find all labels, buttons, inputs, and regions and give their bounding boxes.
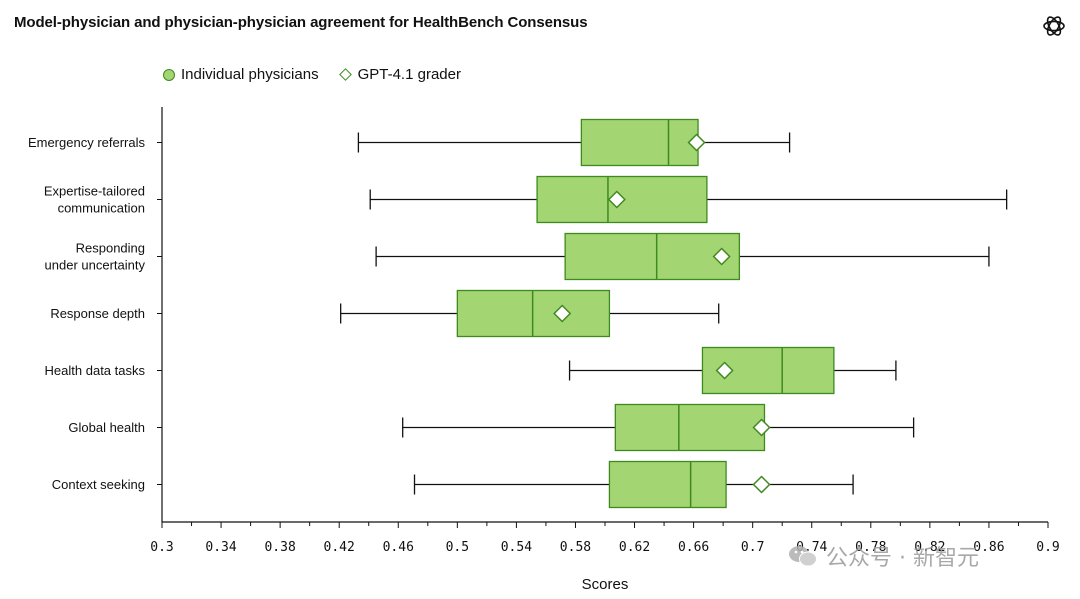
category-label: Health data tasks [45,363,146,378]
iqr-box [614,403,766,452]
x-tick-label: 0.3 [150,540,173,555]
x-tick-label: 0.46 [383,540,414,555]
category-label-line: Responding [76,241,145,256]
x-axis-title: Scores [582,576,629,593]
wechat-icon [788,544,818,568]
grader-diamond [553,304,572,323]
category-label-line: Expertise-tailored [44,184,145,199]
x-tick-label: 0.38 [264,540,295,555]
chart-title: Model-physician and physician-physician … [14,14,588,31]
legend-label: GPT-4.1 grader [357,66,461,83]
x-tick-label: 0.34 [205,540,236,555]
category-label-line: under uncertainty [45,258,146,273]
chart-legend: Individual physicians GPT-4.1 grader [163,66,481,83]
category-label-line: Health data tasks [45,363,146,378]
green-circle-icon [163,68,175,81]
legend-item-grader: GPT-4.1 grader [338,66,461,83]
category-label-line: Global health [68,420,145,435]
x-tick-label: 0.54 [501,540,532,555]
category-label-line: Response depth [50,306,145,321]
iqr-box [608,460,727,509]
x-tick-label: 0.62 [619,540,650,555]
iqr-box [580,118,699,167]
grader-diamond [607,190,626,209]
category-label: Global health [68,420,145,435]
iqr-box [701,346,835,395]
grader-diamond [752,418,771,437]
category-label-line: Emergency referrals [28,135,146,150]
x-tick-label: 0.78 [855,540,886,555]
category-label: Context seeking [52,477,145,492]
legend-item-physicians: Individual physicians [163,66,319,83]
x-tick-label: 0.66 [678,540,709,555]
grader-diamond [712,247,731,266]
category-label: Emergency referrals [28,135,146,150]
category-label: Expertise-tailored communication [44,184,145,216]
x-tick-label: 0.58 [560,540,591,555]
category-label: Response depth [50,306,145,321]
category-label: Responding under uncertainty [45,241,146,273]
x-tick-label: 0.86 [973,540,1004,555]
grader-diamond [687,133,706,152]
grader-diamond [715,361,734,380]
iqr-box [564,232,741,281]
x-tick-label: 0.42 [324,540,355,555]
openai-logo-icon [1043,16,1065,36]
legend-label: Individual physicians [181,66,319,83]
grader-diamond [752,475,771,494]
watermark: 公众号 · 新智元 [788,540,979,572]
category-label-line: communication [58,201,145,216]
x-tick-label: 0.7 [741,540,764,555]
category-label-line: Context seeking [52,477,145,492]
x-tick-label: 0.5 [446,540,469,555]
x-tick-label: 0.9 [1036,540,1059,555]
x-tick-label: 0.82 [914,540,945,555]
watermark-text: 公众号 · 新智元 [826,546,979,571]
